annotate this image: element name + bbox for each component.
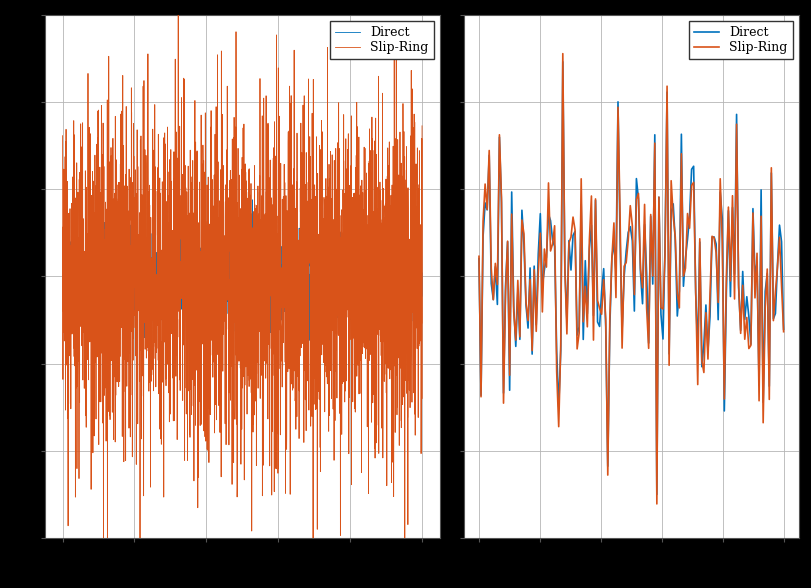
Direct	[597, 288, 607, 295]
Slip-Ring	[730, 295, 740, 302]
Direct	[636, 269, 646, 276]
Slip-Ring	[652, 500, 662, 507]
Slip-Ring	[135, 562, 145, 569]
Direct	[558, 58, 568, 65]
Slip-Ring	[474, 253, 484, 260]
Slip-Ring	[636, 265, 646, 272]
Slip-Ring	[597, 310, 607, 318]
Legend: Direct, Slip-Ring: Direct, Slip-Ring	[330, 21, 434, 59]
Direct	[577, 201, 586, 208]
Slip-Ring	[648, 272, 658, 279]
Direct	[652, 491, 662, 498]
Slip-Ring	[99, 336, 109, 343]
Slip-Ring	[417, 122, 427, 129]
Slip-Ring	[195, 378, 205, 385]
Direct	[190, 339, 200, 346]
Slip-Ring	[58, 132, 67, 139]
Slip-Ring	[212, 263, 221, 270]
Direct	[410, 268, 420, 275]
Legend: Direct, Slip-Ring: Direct, Slip-Ring	[689, 21, 792, 59]
Direct	[730, 270, 740, 278]
Line: Direct: Direct	[479, 62, 783, 495]
Direct	[417, 269, 427, 276]
Slip-Ring	[120, 356, 130, 363]
Direct	[195, 275, 205, 282]
Direct	[689, 163, 698, 170]
Direct	[648, 280, 658, 288]
Direct	[247, 196, 257, 203]
Direct	[211, 249, 221, 256]
Line: Direct: Direct	[62, 200, 422, 343]
Slip-Ring	[558, 50, 568, 57]
Direct	[58, 238, 67, 245]
Line: Slip-Ring: Slip-Ring	[62, 0, 422, 565]
Slip-Ring	[577, 175, 586, 182]
Line: Slip-Ring: Slip-Ring	[479, 54, 783, 504]
Direct	[99, 302, 109, 309]
Slip-Ring	[410, 432, 420, 439]
Direct	[474, 255, 484, 262]
Direct	[779, 326, 788, 333]
Direct	[120, 299, 130, 306]
Slip-Ring	[689, 179, 698, 186]
Direct	[371, 299, 381, 306]
Slip-Ring	[779, 328, 788, 335]
Slip-Ring	[371, 151, 381, 158]
